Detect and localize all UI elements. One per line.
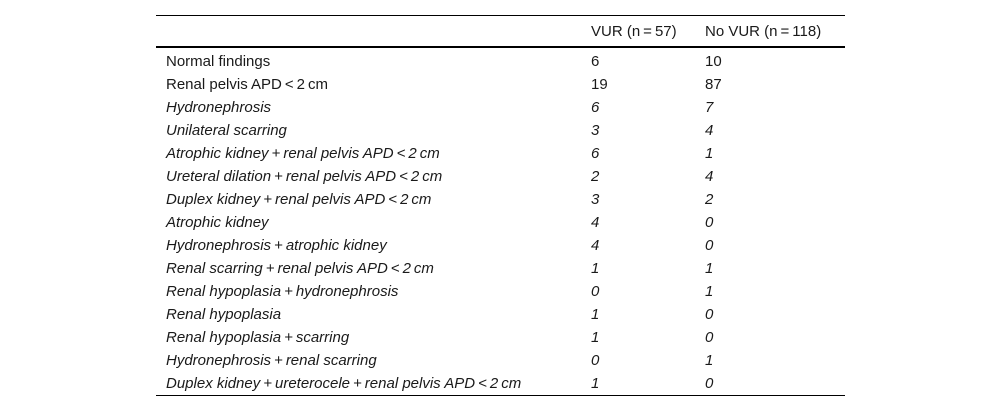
row-label-cell: Duplex kidney + renal pelvis APD < 2 cm (166, 191, 432, 208)
row-no-vur-cell: 4 (705, 122, 714, 139)
header-no-vur-column: No VUR (n = 118) (705, 22, 822, 40)
header-label-column (156, 16, 581, 48)
row-vur-cell: 3 (591, 122, 600, 139)
row-no-vur-cell: 87 (705, 76, 722, 93)
table-row: Renal hypoplasia + scarring 1 0 (156, 326, 845, 349)
row-label-cell: Renal scarring + renal pelvis APD < 2 cm (166, 260, 434, 277)
row-no-vur-cell: 0 (705, 214, 714, 231)
row-vur-cell: 3 (591, 191, 600, 208)
header-vur-column: VUR (n = 57) (591, 22, 677, 40)
row-no-vur-cell: 10 (705, 53, 722, 70)
table-row: Atrophic kidney + renal pelvis APD < 2 c… (156, 142, 845, 165)
table-bottom-rule (156, 395, 845, 396)
row-vur-cell: 0 (591, 283, 600, 300)
row-label-cell: Unilateral scarring (166, 122, 287, 139)
row-no-vur-cell: 1 (705, 352, 714, 369)
table-row: Renal pelvis APD < 2 cm 19 87 (156, 73, 845, 96)
table-row: Hydronephrosis + renal scarring 0 1 (156, 349, 845, 372)
table-header: VUR (n = 57) No VUR (n = 118) (156, 15, 845, 48)
row-no-vur-cell: 1 (705, 283, 714, 300)
table-row: Unilateral scarring 3 4 (156, 119, 845, 142)
row-no-vur-cell: 4 (705, 168, 714, 185)
row-vur-cell: 1 (591, 260, 600, 277)
row-no-vur-cell: 2 (705, 191, 714, 208)
row-label-cell: Duplex kidney + ureterocele + renal pelv… (166, 375, 522, 392)
row-vur-cell: 6 (591, 145, 600, 162)
row-vur-cell: 2 (591, 168, 600, 185)
table-row: Hydronephrosis + atrophic kidney 4 0 (156, 234, 845, 257)
table-row: Renal hypoplasia 1 0 (156, 303, 845, 326)
row-vur-cell: 1 (591, 375, 600, 392)
row-no-vur-cell: 0 (705, 237, 714, 254)
row-vur-cell: 6 (591, 99, 600, 116)
table-row: Renal hypoplasia + hydronephrosis 0 1 (156, 280, 845, 303)
table-row: Ureteral dilation + renal pelvis APD < 2… (156, 165, 845, 188)
row-label-cell: Atrophic kidney (166, 214, 269, 231)
table-row: Duplex kidney + ureterocele + renal pelv… (156, 372, 845, 396)
row-label-cell: Hydronephrosis (166, 99, 272, 116)
table-row: Normal findings 6 10 (156, 47, 845, 73)
row-no-vur-cell: 1 (705, 260, 714, 277)
table-row: Duplex kidney + renal pelvis APD < 2 cm 3… (156, 188, 845, 211)
findings-table: VUR (n = 57) No VUR (n = 118) Normal fin… (156, 15, 845, 396)
row-vur-cell: 19 (591, 76, 608, 93)
row-vur-cell: 4 (591, 237, 600, 254)
row-label-cell: Renal hypoplasia + hydronephrosis (166, 283, 399, 300)
findings-table-container: VUR (n = 57) No VUR (n = 118) Normal fin… (156, 15, 845, 396)
row-label-cell: Renal hypoplasia (166, 306, 282, 323)
table-row: Atrophic kidney 4 0 (156, 211, 845, 234)
row-label-cell: Atrophic kidney + renal pelvis APD < 2 c… (166, 145, 440, 162)
row-label-cell: Renal hypoplasia + scarring (166, 329, 350, 346)
row-label-cell: Hydronephrosis + atrophic kidney (166, 237, 387, 254)
header-row: VUR (n = 57) No VUR (n = 118) (156, 15, 845, 48)
table-row: Renal scarring + renal pelvis APD < 2 cm… (156, 257, 845, 280)
row-no-vur-cell: 0 (705, 329, 714, 346)
row-vur-cell: 4 (591, 214, 600, 231)
row-label-cell: Hydronephrosis + renal scarring (166, 352, 377, 369)
row-vur-cell: 1 (591, 306, 600, 323)
row-no-vur-cell: 7 (705, 99, 714, 116)
table-row: Hydronephrosis 6 7 (156, 96, 845, 119)
row-vur-cell: 0 (591, 352, 600, 369)
row-no-vur-cell: 0 (705, 306, 714, 323)
row-vur-cell: 6 (591, 53, 600, 70)
row-label-cell: Renal pelvis APD < 2 cm (166, 76, 328, 93)
row-label-cell: Normal findings (166, 53, 271, 70)
row-vur-cell: 1 (591, 329, 600, 346)
table-body: Normal findings 6 10 Renal pelvis APD < 2 c… (156, 47, 845, 396)
row-no-vur-cell: 1 (705, 145, 714, 162)
row-no-vur-cell: 0 (705, 375, 714, 392)
row-label-cell: Ureteral dilation + renal pelvis APD < 2… (166, 168, 443, 185)
